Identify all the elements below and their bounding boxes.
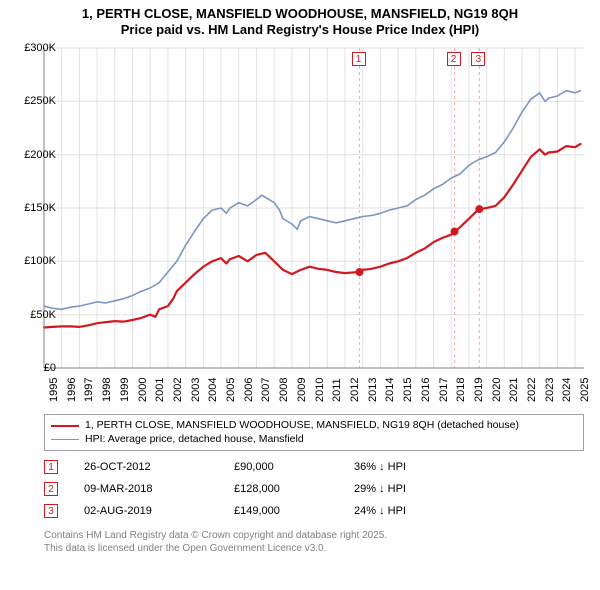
sale-vs-hpi: 36% ↓ HPI <box>354 461 504 473</box>
x-axis-label: 2022 <box>526 378 538 402</box>
x-axis-label: 2018 <box>455 378 467 402</box>
x-axis-label: 2002 <box>172 378 184 402</box>
title-subtitle: Price paid vs. HM Land Registry's House … <box>0 22 600 38</box>
sales-row: 2 09-MAR-2018£128,00029% ↓ HPI <box>44 478 584 500</box>
y-axis-label: £0 <box>6 362 56 374</box>
x-axis-label: 2014 <box>384 378 396 402</box>
x-axis-label: 2010 <box>314 378 326 402</box>
sale-marker-ref: 2 <box>44 482 58 496</box>
y-axis-label: £50K <box>6 309 56 321</box>
sale-marker-ref: 1 <box>44 460 58 474</box>
footer-attribution: Contains HM Land Registry data © Crown c… <box>44 530 584 555</box>
legend-box: 1, PERTH CLOSE, MANSFIELD WOODHOUSE, MAN… <box>44 414 584 451</box>
sales-row: 1 26-OCT-2012£90,00036% ↓ HPI <box>44 456 584 478</box>
x-axis-label: 2008 <box>278 378 290 402</box>
title-address: 1, PERTH CLOSE, MANSFIELD WOODHOUSE, MAN… <box>0 6 600 22</box>
x-axis-label: 2024 <box>561 378 573 402</box>
x-axis-label: 1995 <box>48 378 60 402</box>
legend-label: 1, PERTH CLOSE, MANSFIELD WOODHOUSE, MAN… <box>85 419 519 433</box>
legend-row: 1, PERTH CLOSE, MANSFIELD WOODHOUSE, MAN… <box>51 419 577 433</box>
x-axis-label: 2025 <box>579 378 591 402</box>
x-axis-label: 2011 <box>331 378 343 402</box>
y-axis-label: £250K <box>6 95 56 107</box>
x-axis-label: 2013 <box>367 378 379 402</box>
x-axis-label: 1997 <box>83 378 95 402</box>
x-axis-label: 1999 <box>119 378 131 402</box>
x-axis-label: 2005 <box>225 378 237 402</box>
sale-marker-ref: 3 <box>44 504 58 518</box>
x-axis-label: 2012 <box>349 378 361 402</box>
footer-line1: Contains HM Land Registry data © Crown c… <box>44 530 584 543</box>
y-axis-label: £100K <box>6 255 56 267</box>
sale-marker: 1 <box>352 52 366 66</box>
legend-row: HPI: Average price, detached house, Mans… <box>51 433 577 447</box>
x-axis-label: 2015 <box>402 378 414 402</box>
chart-area <box>44 48 584 368</box>
x-axis-label: 2016 <box>420 378 432 402</box>
sale-marker: 2 <box>447 52 461 66</box>
sale-date: 09-MAR-2018 <box>84 483 234 495</box>
x-axis-label: 2000 <box>137 378 149 402</box>
x-axis-label: 1996 <box>66 378 78 402</box>
x-axis-label: 2007 <box>260 378 272 402</box>
x-axis-label: 2023 <box>544 378 556 402</box>
sale-date: 26-OCT-2012 <box>84 461 234 473</box>
title-block: 1, PERTH CLOSE, MANSFIELD WOODHOUSE, MAN… <box>0 0 600 39</box>
legend-swatch <box>51 425 79 427</box>
sales-table: 1 26-OCT-2012£90,00036% ↓ HPI 2 09-MAR-2018… <box>44 456 584 522</box>
y-axis-label: £300K <box>6 42 56 54</box>
x-axis-label: 2017 <box>438 378 450 402</box>
legend-swatch <box>51 439 79 440</box>
sale-price: £149,000 <box>234 505 354 517</box>
sale-marker: 3 <box>471 52 485 66</box>
sale-vs-hpi: 24% ↓ HPI <box>354 505 504 517</box>
chart-svg <box>44 48 584 368</box>
x-axis-label: 2009 <box>296 378 308 402</box>
x-axis-label: 2001 <box>154 378 166 402</box>
sale-price: £128,000 <box>234 483 354 495</box>
y-axis-label: £150K <box>6 202 56 214</box>
sale-date: 02-AUG-2019 <box>84 505 234 517</box>
chart-container: 1, PERTH CLOSE, MANSFIELD WOODHOUSE, MAN… <box>0 0 600 590</box>
x-axis-label: 2006 <box>243 378 255 402</box>
footer-line2: This data is licensed under the Open Gov… <box>44 543 584 556</box>
x-axis-label: 2019 <box>473 378 485 402</box>
x-axis-label: 1998 <box>101 378 113 402</box>
sale-price: £90,000 <box>234 461 354 473</box>
sale-vs-hpi: 29% ↓ HPI <box>354 483 504 495</box>
legend-label: HPI: Average price, detached house, Mans… <box>85 433 304 447</box>
x-axis-label: 2020 <box>491 378 503 402</box>
x-axis-label: 2003 <box>190 378 202 402</box>
sales-row: 3 02-AUG-2019£149,00024% ↓ HPI <box>44 500 584 522</box>
x-axis-label: 2021 <box>508 378 520 402</box>
y-axis-label: £200K <box>6 149 56 161</box>
x-axis-label: 2004 <box>207 378 219 402</box>
